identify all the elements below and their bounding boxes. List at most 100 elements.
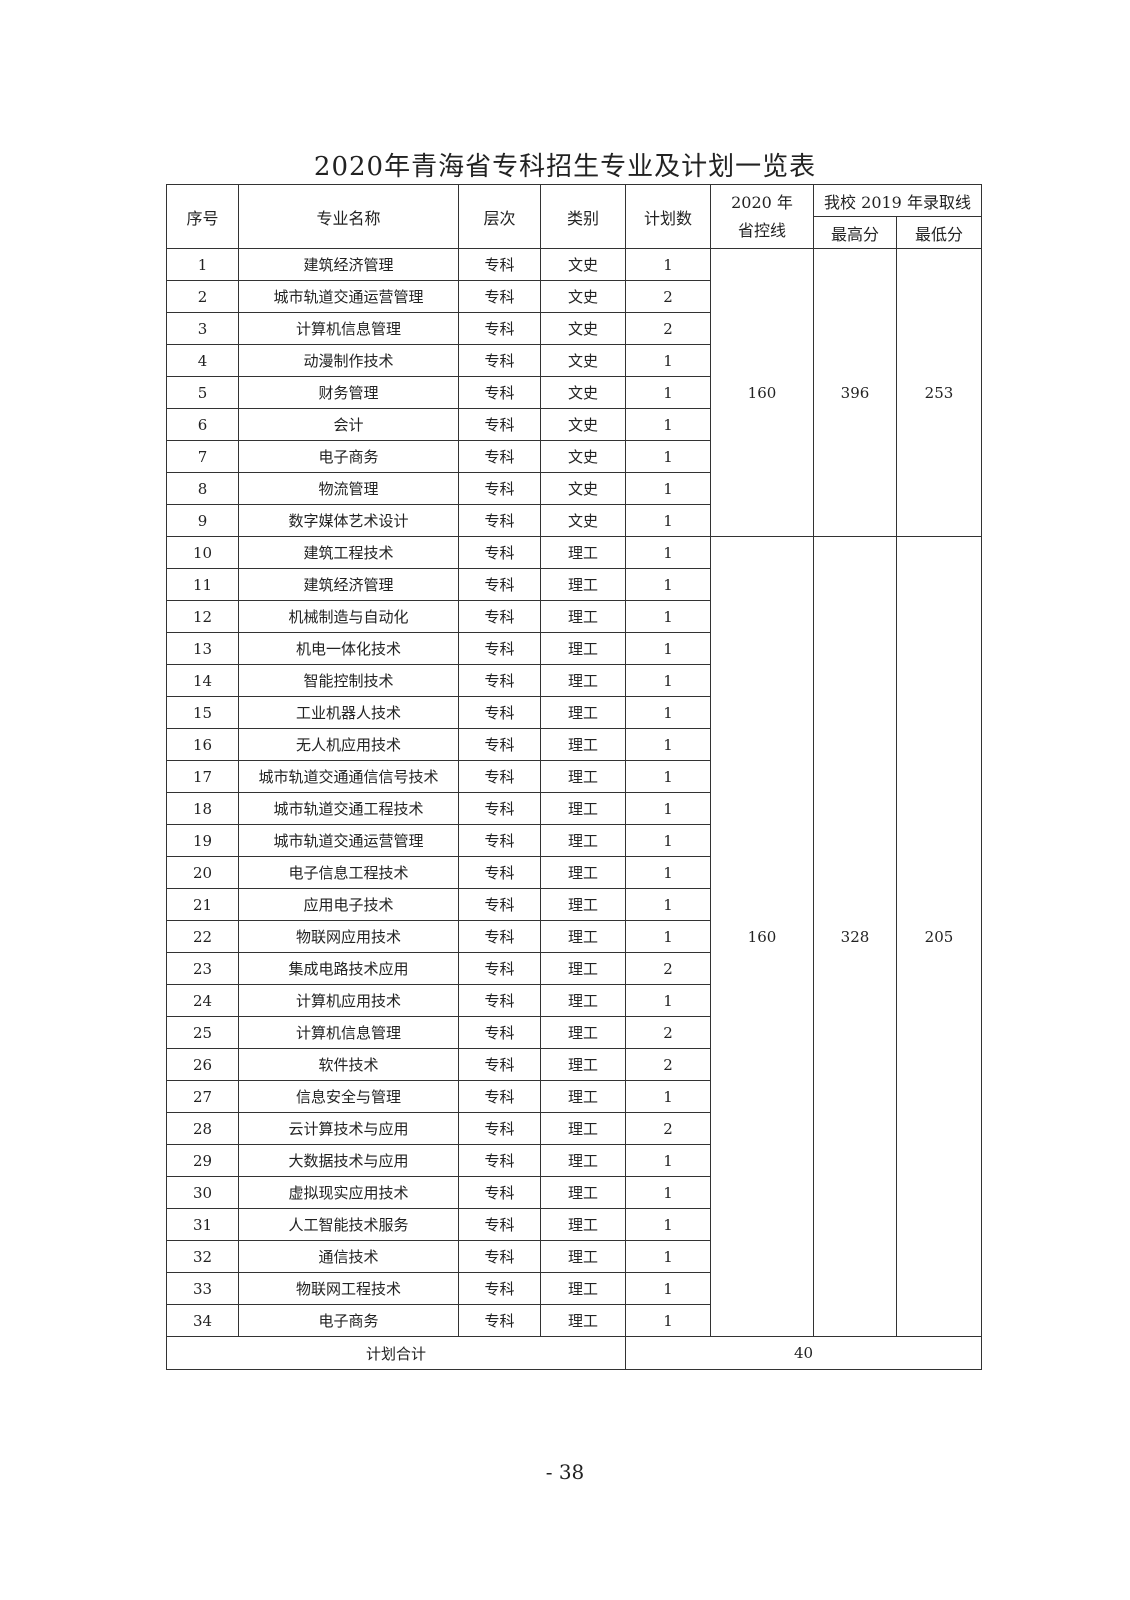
category: 理工: [540, 568, 626, 601]
header-plan: 计划数: [625, 184, 711, 249]
level: 专科: [458, 1176, 541, 1209]
table-row: 2 城市轨道交通运营管理 专科 文史 2: [166, 280, 982, 313]
plan-count: 1: [625, 696, 711, 729]
major-name: 动漫制作技术: [238, 344, 459, 377]
level: 专科: [458, 664, 541, 697]
table-row: 25 计算机信息管理 专科 理工 2: [166, 1016, 982, 1049]
major-name: 软件技术: [238, 1048, 459, 1081]
table-row: 1 建筑经济管理 专科 文史 1 160 396 253: [166, 248, 982, 537]
plan-count: 1: [625, 408, 711, 441]
category: 理工: [540, 536, 626, 569]
level: 专科: [458, 312, 541, 345]
major-name: 计算机信息管理: [238, 1016, 459, 1049]
category: 文史: [540, 280, 626, 313]
plan-count: 1: [625, 504, 711, 537]
category: 理工: [540, 1176, 626, 1209]
level: 专科: [458, 920, 541, 953]
table-row: 15 工业机器人技术 专科 理工 1: [166, 696, 982, 729]
row-index: 31: [166, 1208, 239, 1241]
major-name: 建筑经济管理: [238, 568, 459, 601]
level: 专科: [458, 600, 541, 633]
row-index: 30: [166, 1176, 239, 1209]
level: 专科: [458, 1048, 541, 1081]
major-name: 人工智能技术服务: [238, 1208, 459, 1241]
level: 专科: [458, 1240, 541, 1273]
level: 专科: [458, 1144, 541, 1177]
row-index: 21: [166, 888, 239, 921]
table-row: 29 大数据技术与应用 专科 理工 1: [166, 1144, 982, 1177]
table-row: 17 城市轨道交通通信信号技术 专科 理工 1: [166, 760, 982, 793]
plan-count: 2: [625, 312, 711, 345]
major-name: 通信技术: [238, 1240, 459, 1273]
category: 文史: [540, 472, 626, 505]
major-name: 城市轨道交通运营管理: [238, 824, 459, 857]
total-value: 40: [625, 1336, 982, 1370]
row-index: 26: [166, 1048, 239, 1081]
row-index: 7: [166, 440, 239, 473]
total-label: 计划合计: [166, 1336, 626, 1370]
level: 专科: [458, 824, 541, 857]
level: 专科: [458, 1016, 541, 1049]
level: 专科: [458, 280, 541, 313]
header-index: 序号: [166, 184, 239, 249]
category: 理工: [540, 1208, 626, 1241]
row-index: 1: [166, 248, 239, 281]
plan-count: 1: [625, 1304, 711, 1337]
level: 专科: [458, 1112, 541, 1145]
lowest-score: 253: [896, 248, 982, 537]
row-index: 8: [166, 472, 239, 505]
category: 理工: [540, 696, 626, 729]
row-index: 2: [166, 280, 239, 313]
table-row: 10 建筑工程技术 专科 理工 1 160 328 205: [166, 536, 982, 1337]
header-category: 类别: [540, 184, 626, 249]
row-index: 24: [166, 984, 239, 1017]
plan-count: 1: [625, 824, 711, 857]
category: 理工: [540, 1304, 626, 1337]
plan-count: 1: [625, 1208, 711, 1241]
row-index: 5: [166, 376, 239, 409]
category: 文史: [540, 440, 626, 473]
row-index: 33: [166, 1272, 239, 1305]
category: 理工: [540, 600, 626, 633]
category: 理工: [540, 1080, 626, 1113]
level: 专科: [458, 856, 541, 889]
level: 专科: [458, 1304, 541, 1337]
level: 专科: [458, 1272, 541, 1305]
level: 专科: [458, 696, 541, 729]
row-index: 19: [166, 824, 239, 857]
plan-count: 2: [625, 1016, 711, 1049]
row-index: 4: [166, 344, 239, 377]
major-name: 智能控制技术: [238, 664, 459, 697]
table-row: 33 物联网工程技术 专科 理工 1: [166, 1272, 982, 1305]
level: 专科: [458, 408, 541, 441]
row-index: 10: [166, 536, 239, 569]
major-name: 建筑工程技术: [238, 536, 459, 569]
major-name: 应用电子技术: [238, 888, 459, 921]
row-index: 29: [166, 1144, 239, 1177]
level: 专科: [458, 632, 541, 665]
table-row: 11 建筑经济管理 专科 理工 1: [166, 568, 982, 601]
plan-count: 1: [625, 664, 711, 697]
major-name: 数字媒体艺术设计: [238, 504, 459, 537]
major-name: 建筑经济管理: [238, 248, 459, 281]
highest-score: 328: [813, 536, 897, 1337]
major-name: 计算机应用技术: [238, 984, 459, 1017]
category: 文史: [540, 376, 626, 409]
major-name: 财务管理: [238, 376, 459, 409]
level: 专科: [458, 1080, 541, 1113]
plan-count: 1: [625, 1080, 711, 1113]
row-index: 34: [166, 1304, 239, 1337]
plan-count: 1: [625, 568, 711, 601]
major-name: 电子信息工程技术: [238, 856, 459, 889]
category: 理工: [540, 888, 626, 921]
category: 理工: [540, 664, 626, 697]
plan-count: 1: [625, 248, 711, 281]
row-index: 27: [166, 1080, 239, 1113]
document-title: 2020年青海省专科招生专业及计划一览表: [313, 152, 817, 182]
major-name: 云计算技术与应用: [238, 1112, 459, 1145]
plan-count: 1: [625, 728, 711, 761]
major-name: 集成电路技术应用: [238, 952, 459, 985]
plan-count: 1: [625, 536, 711, 569]
plan-count: 1: [625, 1176, 711, 1209]
level: 专科: [458, 504, 541, 537]
